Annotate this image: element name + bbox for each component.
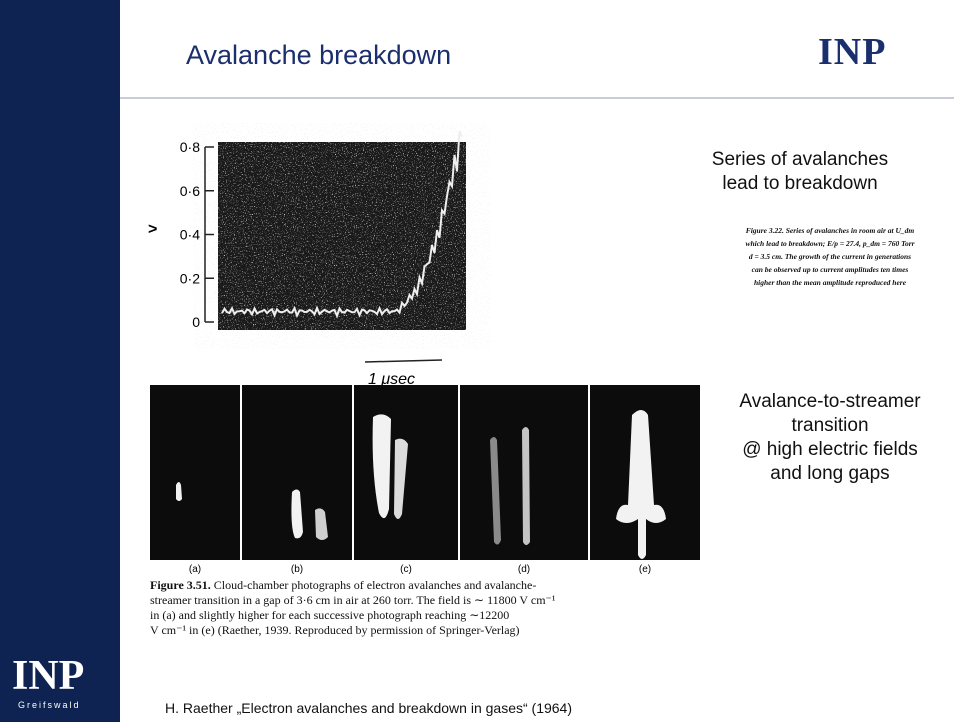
photo-label: (a) (189, 564, 201, 575)
note-line: @ high electric fields (742, 439, 918, 460)
reference: H. Raether „Electron avalanches and brea… (165, 700, 573, 716)
y-axis-label: > (148, 221, 157, 238)
caption-line: d = 3.5 cm. The growth of the current in… (748, 252, 912, 261)
note-line: and long gaps (770, 463, 890, 484)
figures: 0·8 0·6 0·4 0·2 0 > 1 μsec (a) (b) (c) (d) (e) (148, 130, 700, 575)
note-bottom: Avalance-to-streamer transition @ high ele… (700, 390, 954, 486)
slide-title: Avalanche breakdown (186, 40, 452, 70)
photo-blob (490, 437, 501, 545)
caption-line: in (a) and slightly higher for each succ… (150, 608, 710, 623)
photo-blob (291, 489, 303, 539)
logo-footer: INP (12, 653, 85, 699)
note-top: Series of avalanches lead to breakdown (660, 148, 940, 196)
scope-noise (218, 142, 466, 330)
photo-label: (c) (400, 564, 412, 575)
scope-trace (221, 130, 463, 319)
caption-text: in (a) and slightly higher for each succ… (150, 608, 510, 622)
scale-bar (364, 359, 443, 363)
photo-blob (522, 427, 530, 545)
tick-label: 0 (192, 314, 200, 330)
tick-label: 0·2 (180, 270, 200, 286)
caption-line: higher than the mean amplitude reproduce… (753, 278, 907, 287)
photo-label: (e) (639, 564, 651, 575)
caption-text: streamer transition in a gap of 3·6 cm i… (150, 593, 556, 607)
scale-label: 1 μsec (368, 371, 415, 388)
tick-label: 0·8 (180, 139, 200, 155)
note-line: Series of avalanches (711, 149, 889, 170)
caption-text: V cm⁻¹ in (e) (Raether, 1939. Reproduced… (150, 623, 520, 637)
caption-label: Figure 3.51. (150, 578, 211, 592)
photo-panel (354, 385, 458, 560)
photo-strip: (a) (b) (c) (d) (e) (150, 385, 700, 575)
note-line: lead to breakdown (722, 173, 878, 194)
photo-blob (394, 438, 408, 519)
caption-line: Figure 3.22. Series of avalanches in roo… (745, 226, 915, 235)
y-ticks: 0·8 0·6 0·4 0·2 0 (180, 139, 214, 330)
caption-text: Cloud-chamber photographs of electron av… (210, 578, 537, 592)
tick-label: 0·4 (180, 227, 200, 243)
photo-panel (150, 385, 240, 560)
caption-line: Figure 3.51. Cloud-chamber photographs o… (150, 578, 710, 593)
caption-line: V cm⁻¹ in (e) (Raether, 1939. Reproduced… (150, 623, 710, 638)
logo: INP (818, 31, 887, 73)
photo-blob (315, 508, 328, 540)
photo-blob (372, 414, 391, 519)
sidebar (0, 0, 120, 722)
note-line: transition (791, 415, 869, 436)
tick-label: 0·6 (180, 183, 200, 199)
photo-label: (d) (518, 564, 530, 575)
caption-line: can be observed up to current amplitudes… (751, 265, 909, 274)
note-line: Avalance-to-streamer (739, 391, 921, 412)
logo-subtitle: Greifswald (18, 700, 81, 710)
photo-blob (176, 482, 182, 501)
header-rule (120, 97, 954, 99)
caption-line: streamer transition in a gap of 3·6 cm i… (150, 593, 710, 608)
photo-label: (b) (291, 564, 303, 575)
photo-blob (616, 410, 666, 559)
caption-line: which lead to breakdown; E/p = 27.4, p_d… (745, 239, 915, 248)
figure-caption: Figure 3.51. Cloud-chamber photographs o… (150, 578, 710, 638)
figure-top-caption: Figure 3.22. Series of avalanches in roo… (706, 224, 954, 289)
